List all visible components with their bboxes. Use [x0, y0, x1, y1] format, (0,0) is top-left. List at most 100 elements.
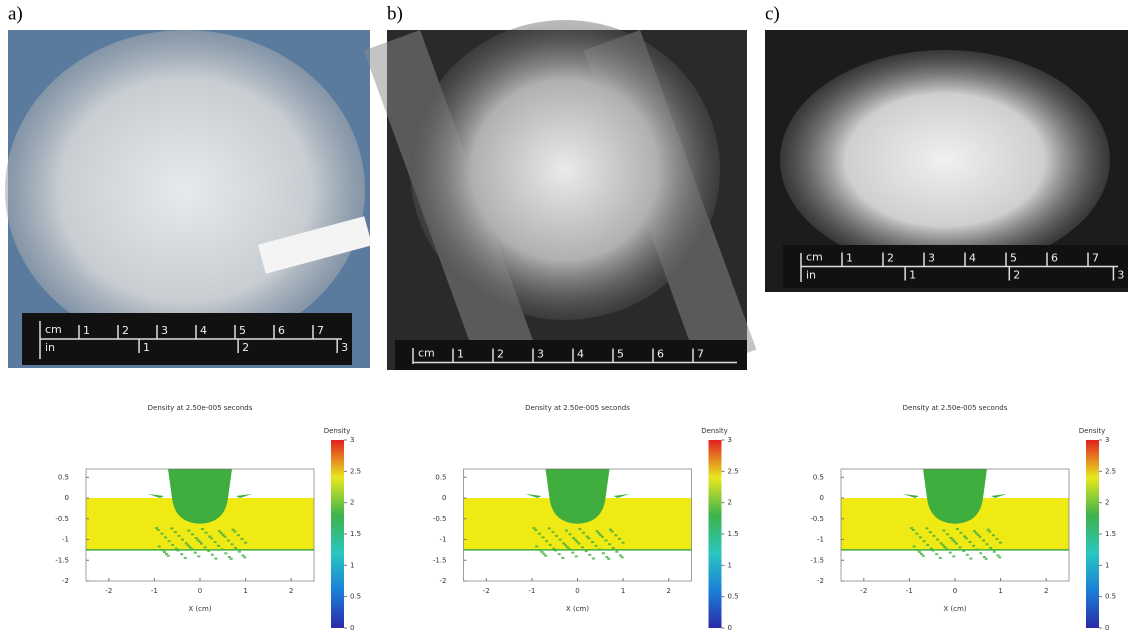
x-tick-label: 0 — [575, 587, 579, 595]
colorbar-tick-label: 1.5 — [350, 530, 361, 538]
ruler-label: 6 — [657, 348, 664, 361]
damage — [566, 546, 569, 548]
damage — [545, 540, 548, 542]
ruler-label: 2 — [497, 348, 504, 361]
colorbar-tick-label: 2.5 — [350, 467, 361, 475]
damage — [605, 556, 608, 558]
damage — [204, 546, 207, 548]
damage — [611, 530, 614, 532]
y-tick-label: -1 — [817, 536, 824, 544]
damage — [578, 543, 581, 545]
ruler-unit: cm — [45, 323, 62, 336]
colorbar-tick-label: 1.5 — [1105, 530, 1116, 538]
x-axis-label: X (cm) — [943, 605, 966, 613]
damage — [983, 556, 986, 558]
damage — [558, 553, 561, 555]
colorbar-tick-label: 0 — [1105, 624, 1109, 632]
damage — [234, 547, 237, 549]
damage — [208, 535, 211, 537]
colorbar — [1086, 440, 1099, 628]
damage — [586, 535, 589, 537]
damage — [615, 551, 618, 553]
damage — [233, 530, 236, 532]
ruler-label: 2 — [887, 252, 894, 265]
plot-title: Density at 2.50e-005 seconds — [903, 404, 1008, 412]
damage — [933, 535, 936, 537]
damage — [196, 539, 199, 541]
plot-title: Density at 2.50e-005 seconds — [148, 404, 253, 412]
damage — [217, 545, 220, 547]
damage — [188, 546, 191, 548]
colorbar-tick-label: 1 — [728, 561, 732, 569]
damage — [181, 539, 184, 541]
damage — [923, 540, 926, 542]
y-tick-label: -0.5 — [433, 515, 447, 523]
damage — [619, 554, 622, 556]
damage — [993, 551, 996, 553]
ruler-unit: cm — [806, 251, 823, 264]
y-tick-label: 0 — [820, 494, 824, 502]
damage — [541, 551, 544, 553]
damage — [201, 528, 204, 530]
damage — [538, 533, 541, 535]
damage — [614, 534, 617, 536]
damage — [561, 557, 564, 559]
damage — [918, 551, 921, 553]
damage — [174, 531, 177, 533]
damage — [915, 533, 918, 535]
damage — [622, 542, 625, 544]
damage — [602, 552, 605, 554]
damage — [587, 537, 590, 539]
damage — [940, 542, 943, 544]
damage — [591, 541, 594, 543]
ruler-label: 6 — [1051, 252, 1058, 265]
damage — [194, 552, 197, 554]
damage — [987, 529, 990, 531]
damage — [165, 553, 168, 555]
damage — [599, 534, 602, 536]
ruler-label: 5 — [239, 324, 246, 337]
damage — [187, 544, 190, 546]
ruler-label: 5 — [1010, 252, 1017, 265]
damage — [211, 554, 214, 556]
ruler-label: 3 — [537, 348, 544, 361]
damage — [913, 545, 916, 547]
damage — [982, 540, 985, 542]
colorbar-tick-label: 2 — [350, 499, 354, 507]
damage — [555, 535, 558, 537]
damage — [218, 530, 221, 532]
damage — [926, 544, 929, 546]
damage — [171, 544, 174, 546]
damage — [988, 530, 991, 532]
damage — [618, 538, 621, 540]
colorbar-label: Density — [324, 427, 351, 435]
damage — [936, 539, 939, 541]
damage — [969, 541, 972, 543]
colorbar — [709, 440, 722, 628]
damage — [929, 531, 932, 533]
damage — [197, 555, 200, 557]
ruler-label: 3 — [161, 324, 168, 337]
damage — [549, 544, 552, 546]
damage — [979, 552, 982, 554]
damage — [975, 532, 978, 534]
y-tick-label: -2 — [817, 577, 824, 585]
damage — [167, 555, 170, 557]
damage — [942, 544, 945, 546]
colorbar-label: Density — [1079, 427, 1106, 435]
y-tick-label: 0.5 — [813, 473, 824, 481]
x-tick-label: 2 — [1044, 587, 1048, 595]
damage — [963, 535, 966, 537]
damage — [960, 532, 963, 534]
damage — [180, 553, 183, 555]
damage — [578, 528, 581, 530]
colorbar-tick-label: 2 — [728, 499, 732, 507]
damage — [237, 534, 240, 536]
colorbar-tick-label: 3 — [350, 436, 354, 444]
damage — [942, 530, 945, 532]
damage — [986, 543, 989, 545]
photo-c-sample — [780, 50, 1110, 270]
damage — [922, 555, 925, 557]
damage — [551, 531, 554, 533]
damage — [168, 540, 171, 542]
